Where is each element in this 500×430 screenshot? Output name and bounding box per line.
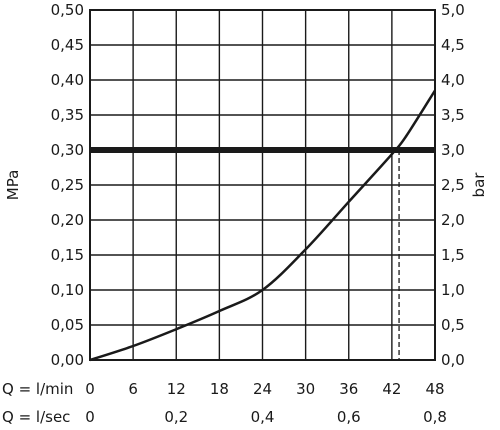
bottom-tick-label-lmin: 18 — [210, 380, 229, 398]
bottom-tick-label-lsec: 0,4 — [251, 408, 275, 426]
bottom-tick-label-lmin: 42 — [382, 380, 401, 398]
x-axis-label-lmin: Q = l/min — [2, 380, 73, 398]
right-tick-label: 2,5 — [441, 176, 465, 194]
left-axis-label: MPa — [4, 170, 22, 201]
bottom-tick-labels-lmin: 0 6 12 18 24 30 36 42 48 — [85, 380, 444, 398]
bottom-tick-label-lmin: 6 — [128, 380, 138, 398]
bottom-tick-label-lmin: 24 — [253, 380, 272, 398]
plot-frame — [89, 9, 436, 361]
left-tick-label: 0,20 — [51, 211, 84, 229]
right-tick-labels: 0,0 0,5 1,0 1,5 2,0 2,5 3,0 3,5 4,0 4,5 5,0 — [441, 1, 465, 369]
bottom-tick-label-lsec: 0 — [85, 408, 95, 426]
bottom-tick-label-lsec: 0,6 — [337, 408, 361, 426]
right-tick-label: 4,0 — [441, 71, 465, 89]
left-tick-label: 0,25 — [51, 176, 84, 194]
bottom-tick-label-lmin: 48 — [425, 380, 444, 398]
bottom-tick-label-lmin: 12 — [167, 380, 186, 398]
left-tick-label: 0,00 — [51, 351, 84, 369]
right-tick-label: 5,0 — [441, 1, 465, 19]
bottom-tick-label-lmin: 30 — [296, 380, 315, 398]
left-tick-label: 0,15 — [51, 246, 84, 264]
bottom-tick-label-lsec: 0,2 — [164, 408, 188, 426]
grid-lines — [90, 10, 435, 360]
right-tick-label: 0,0 — [441, 351, 465, 369]
left-tick-label: 0,30 — [51, 141, 84, 159]
right-tick-label: 3,5 — [441, 106, 465, 124]
left-tick-label: 0,50 — [51, 1, 84, 19]
left-tick-label: 0,35 — [51, 106, 84, 124]
x-axis-label-lsec: Q = l/sec — [2, 408, 70, 426]
bottom-tick-label-lsec: 0,8 — [423, 408, 447, 426]
right-tick-label: 3,0 — [441, 141, 465, 159]
left-tick-label: 0,40 — [51, 71, 84, 89]
series-line — [89, 89, 437, 362]
bottom-tick-label-lmin: 36 — [339, 380, 358, 398]
right-tick-label: 1,5 — [441, 246, 465, 264]
bottom-tick-label-lmin: 0 — [85, 380, 95, 398]
right-tick-label: 2,0 — [441, 211, 465, 229]
right-tick-label: 4,5 — [441, 36, 465, 54]
left-tick-label: 0,05 — [51, 316, 84, 334]
right-tick-label: 1,0 — [441, 281, 465, 299]
right-tick-label: 0,5 — [441, 316, 465, 334]
right-axis-label: bar — [470, 172, 488, 198]
bottom-tick-labels-lsec: 0 0,2 0,4 0,6 0,8 — [85, 408, 447, 426]
left-tick-label: 0,45 — [51, 36, 84, 54]
left-tick-label: 0,10 — [51, 281, 84, 299]
left-tick-labels: 0,00 0,05 0,10 0,15 0,20 0,25 0,30 0,35 0,40 0,45… — [51, 1, 84, 369]
